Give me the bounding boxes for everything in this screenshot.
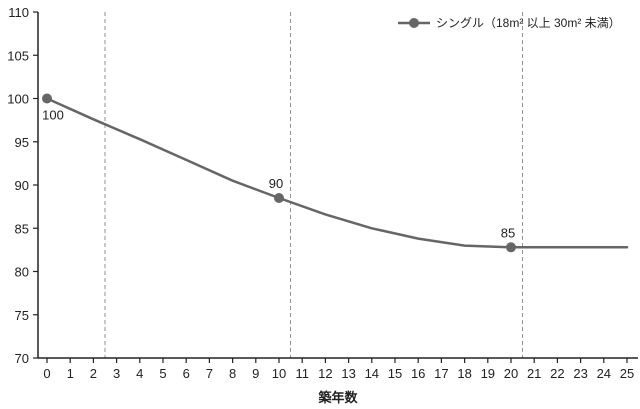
x-tick-label: 22	[550, 366, 564, 381]
x-tick-label: 15	[388, 366, 402, 381]
x-tick-label: 12	[318, 366, 332, 381]
x-axis-ticks: 0 1 2 3 4 5 6 7 8 9 10 11 12 13 14 15 16 17 18 19 20 21 22 23 24…	[43, 358, 634, 381]
y-tick-label: 70	[15, 351, 29, 366]
x-tick-label: 4	[136, 366, 143, 381]
series-line	[45, 97, 629, 249]
x-tick-label: 18	[457, 366, 471, 381]
data-point-label: 85	[501, 225, 515, 240]
x-tick-label: 10	[272, 366, 286, 381]
x-tick-label: 8	[229, 366, 236, 381]
legend: シングル（18m² 以上 30m² 未満）	[398, 16, 621, 30]
x-axis-title: 築年数	[317, 390, 358, 405]
series-group: 100 90 85	[42, 93, 629, 253]
data-point-label: 90	[269, 176, 283, 191]
x-tick-label: 9	[252, 366, 259, 381]
x-tick-label: 13	[341, 366, 355, 381]
legend-label: シングル（18m² 以上 30m² 未満）	[436, 16, 621, 30]
y-tick-label: 95	[15, 135, 29, 150]
data-point-marker	[42, 93, 52, 104]
x-tick-label: 3	[113, 366, 120, 381]
y-tick-label: 80	[15, 265, 29, 280]
y-tick-label: 75	[15, 308, 29, 323]
x-tick-label: 14	[365, 366, 379, 381]
x-tick-label: 19	[481, 366, 495, 381]
y-tick-label: 100	[7, 92, 29, 107]
x-tick-label: 21	[527, 366, 541, 381]
data-point-marker	[506, 242, 516, 253]
y-tick-label: 110	[8, 5, 29, 20]
x-tick-label: 6	[183, 366, 190, 381]
legend-marker-swatch	[409, 18, 419, 28]
x-tick-label: 7	[206, 366, 213, 381]
x-tick-label: 16	[411, 366, 425, 381]
x-tick-label: 25	[620, 366, 634, 381]
data-point-label: 100	[42, 108, 64, 123]
x-tick-label: 23	[573, 366, 587, 381]
axes	[37, 12, 638, 359]
y-tick-label: 90	[15, 178, 29, 193]
x-tick-label: 20	[504, 366, 518, 381]
x-tick-label: 5	[159, 366, 166, 381]
reference-lines	[104, 12, 523, 358]
y-axis-ticks: 70 75 80 85 90 95 100 105 110	[7, 5, 38, 366]
x-tick-label: 24	[597, 366, 611, 381]
y-tick-label: 105	[7, 48, 29, 63]
y-tick-label: 85	[15, 221, 29, 236]
x-tick-label: 11	[295, 366, 309, 381]
data-point-marker	[274, 192, 284, 203]
x-tick-label: 2	[90, 366, 97, 381]
x-tick-label: 1	[67, 366, 74, 381]
x-tick-label: 17	[434, 366, 448, 381]
x-tick-label: 0	[43, 366, 50, 381]
